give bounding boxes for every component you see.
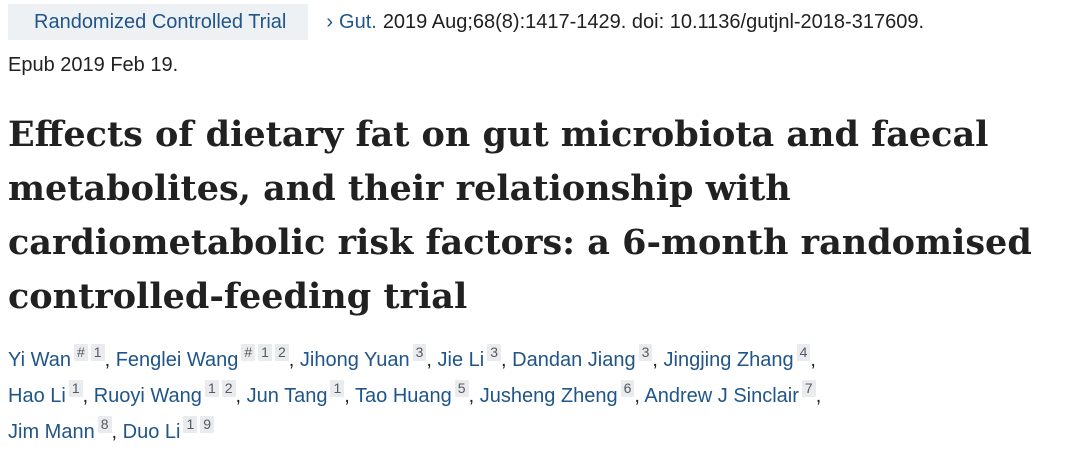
author-link[interactable]: Jim Mann bbox=[8, 421, 95, 443]
affiliation-number[interactable]: 3 bbox=[487, 344, 502, 361]
affiliation-number[interactable]: 6 bbox=[620, 380, 635, 397]
title-line: metabolites, and their relationship with bbox=[8, 168, 791, 209]
author-link[interactable]: Jihong Yuan bbox=[299, 349, 410, 371]
affiliation-number[interactable]: 7 bbox=[801, 380, 816, 397]
author-separator: , bbox=[111, 421, 118, 443]
title-line: controlled-feeding trial bbox=[8, 276, 468, 317]
author-separator: , bbox=[634, 385, 640, 407]
author-link[interactable]: Jingjing Zhang bbox=[663, 349, 794, 371]
author-link[interactable]: Ruoyi Wang bbox=[93, 385, 202, 407]
author-separator: , bbox=[235, 385, 242, 407]
author-item: Jim Mann 8, bbox=[8, 416, 118, 443]
article-title: Effects of dietary fat on gut microbiota… bbox=[8, 108, 1068, 324]
author-link[interactable]: Jusheng Zheng bbox=[479, 385, 618, 407]
title-line: Effects of dietary fat on gut microbiota… bbox=[8, 114, 989, 155]
author-item: Jusheng Zheng 6, bbox=[479, 380, 640, 407]
author-link[interactable]: Jun Tang bbox=[246, 385, 328, 407]
author-link[interactable]: Fenglei Wang bbox=[115, 349, 239, 371]
author-separator: , bbox=[501, 349, 507, 371]
author-link[interactable]: Yi Wan bbox=[8, 349, 71, 371]
author-link[interactable]: Dandan Jiang bbox=[512, 349, 636, 371]
equal-contribution-mark[interactable]: # bbox=[241, 344, 256, 361]
affiliation-number[interactable]: 9 bbox=[200, 416, 215, 433]
affiliation-number[interactable]: 2 bbox=[274, 344, 289, 361]
author-separator: , bbox=[810, 349, 816, 371]
author-item: Ruoyi Wang 1 2, bbox=[93, 380, 242, 407]
citation-text: 2019 Aug;68(8):1417-1429. doi: 10.1136/g… bbox=[382, 11, 924, 33]
author-item: Hao Li 1, bbox=[8, 380, 89, 407]
affiliation-number[interactable]: 3 bbox=[638, 344, 653, 361]
equal-contribution-mark[interactable]: # bbox=[73, 344, 88, 361]
author-item: Jingjing Zhang 4, bbox=[663, 344, 816, 371]
affiliation-number[interactable]: 1 bbox=[68, 380, 83, 397]
affiliation-number[interactable]: 1 bbox=[204, 380, 219, 397]
author-link[interactable]: Duo Li bbox=[122, 421, 181, 443]
affiliation-number[interactable]: 3 bbox=[412, 344, 427, 361]
affiliation-number[interactable]: 8 bbox=[97, 416, 112, 433]
author-separator: , bbox=[652, 349, 658, 371]
author-item: Dandan Jiang 3, bbox=[512, 344, 658, 371]
publication-meta: Randomized Controlled Trial › Gut. 2019 … bbox=[8, 4, 924, 40]
title-line: cardiometabolic risk factors: a 6-month … bbox=[8, 222, 1032, 263]
author-separator: , bbox=[82, 385, 89, 407]
affiliation-number[interactable]: 1 bbox=[183, 416, 198, 433]
affiliation-number[interactable]: 2 bbox=[221, 380, 236, 397]
author-separator: , bbox=[468, 385, 475, 407]
publication-type-badge[interactable]: Randomized Controlled Trial bbox=[8, 4, 309, 40]
author-item: Tao Huang 5, bbox=[355, 380, 475, 407]
journal-link[interactable]: Gut. bbox=[339, 11, 377, 33]
author-separator: , bbox=[426, 349, 432, 371]
author-item: Andrew J Sinclair 7, bbox=[644, 380, 822, 407]
author-separator: , bbox=[815, 385, 822, 407]
affiliation-number[interactable]: 1 bbox=[90, 344, 105, 361]
affiliation-number[interactable]: 4 bbox=[796, 344, 811, 361]
author-item: Jie Li 3, bbox=[437, 344, 507, 371]
chevron-right-icon: › bbox=[326, 11, 334, 33]
author-list: Yi Wan #1, Fenglei Wang #1 2, Jihong Yuan 3,… bbox=[8, 342, 1068, 450]
author-separator: , bbox=[104, 349, 111, 371]
author-item: Yi Wan #1, bbox=[8, 344, 111, 371]
affiliation-number[interactable]: 5 bbox=[454, 380, 469, 397]
author-link[interactable]: Tao Huang bbox=[355, 385, 452, 407]
author-link[interactable]: Jie Li bbox=[437, 349, 485, 371]
author-item: Jihong Yuan 3, bbox=[299, 344, 432, 371]
author-separator: , bbox=[288, 349, 295, 371]
epub-date: Epub 2019 Feb 19. bbox=[8, 54, 179, 76]
author-link[interactable]: Andrew J Sinclair bbox=[644, 385, 799, 407]
author-item: Jun Tang 1, bbox=[246, 380, 350, 407]
author-item: Fenglei Wang #1 2, bbox=[115, 344, 295, 371]
author-link[interactable]: Hao Li bbox=[8, 385, 66, 407]
author-separator: , bbox=[344, 385, 350, 407]
author-item: Duo Li 1 9 bbox=[122, 416, 215, 443]
affiliation-number[interactable]: 1 bbox=[258, 344, 272, 361]
affiliation-number[interactable]: 1 bbox=[330, 380, 345, 397]
